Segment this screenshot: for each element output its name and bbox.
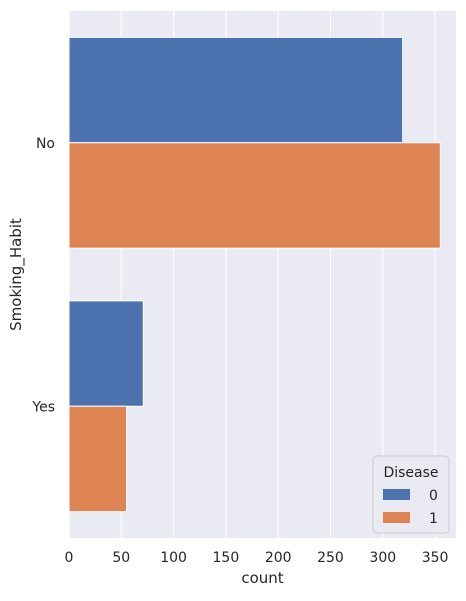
- y-axis-label: Smoking_Habit: [7, 218, 26, 331]
- legend-title: Disease: [383, 465, 438, 481]
- legend: Disease 01: [372, 455, 450, 534]
- legend-items: 01: [383, 488, 438, 527]
- x-tick-label-300: 300: [369, 550, 396, 566]
- x-tick-label-50: 50: [112, 550, 130, 566]
- x-tick-label-350: 350: [422, 550, 449, 566]
- legend-label-1: 1: [429, 511, 438, 527]
- x-tick-label-100: 100: [160, 550, 187, 566]
- y-tick-label-no: No: [36, 136, 55, 152]
- x-axis-label: count: [241, 569, 283, 587]
- legend-swatch-0: [383, 489, 410, 500]
- bars: [68, 36, 441, 513]
- y-tick-label-yes: Yes: [31, 399, 55, 415]
- bar-yes-disease-0: [68, 300, 144, 407]
- x-tick-label-150: 150: [213, 550, 240, 566]
- x-tick-label-0: 0: [65, 550, 74, 566]
- x-tick-label-250: 250: [317, 550, 344, 566]
- bar-yes-disease-1: [68, 405, 128, 513]
- legend-label-0: 0: [429, 488, 438, 504]
- y-tick-labels: No Yes: [31, 136, 55, 416]
- legend-swatch-1: [383, 512, 410, 523]
- bar-no-disease-0: [68, 36, 404, 144]
- x-tick-label-200: 200: [265, 550, 292, 566]
- x-tick-labels: 0 50 100 150 200 250 300 350: [65, 550, 449, 566]
- bar-no-disease-1: [68, 142, 441, 249]
